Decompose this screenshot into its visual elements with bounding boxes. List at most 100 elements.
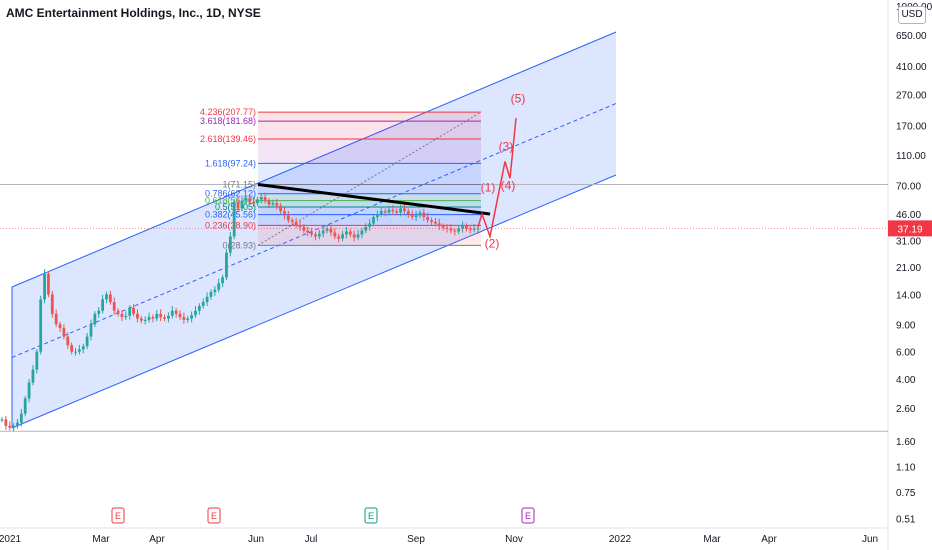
candle-body [12,425,16,428]
y-tick-label: 70.00 [896,182,921,193]
y-tick-label: 9.00 [896,320,916,331]
y-tick-label: 2.60 [896,404,916,415]
candle-body [77,349,81,352]
currency-button[interactable]: USD [898,6,926,24]
candle-body [124,315,128,318]
y-tick-label: 270.00 [896,90,927,101]
x-tick-label: 2022 [609,534,632,545]
earnings-marker: E [207,507,221,524]
y-tick-label: 0.51 [896,514,916,525]
candle-body [472,228,476,230]
candle-body [302,226,306,231]
candle-body [329,228,333,233]
candle-body [391,209,395,212]
candle-body [120,313,124,318]
candle-body [403,208,406,212]
fib-zone [258,121,481,140]
earnings-marker-label: E [525,511,531,521]
channel-lower-line [11,174,617,429]
y-tick-label: 6.00 [896,348,916,359]
candle-body [441,226,445,228]
candle-body [422,212,426,218]
candle-body [186,318,190,320]
candle-body [194,310,197,316]
candle-body [286,215,290,221]
fib-level-label: 0.618(56.02) [205,196,256,206]
candle-body [0,419,4,421]
candle-body [267,200,271,205]
x-tick-label: Mar [703,534,721,545]
candle-body [379,211,383,214]
candle-body [418,212,422,216]
fib-zone [258,139,481,164]
candle-body [217,283,221,290]
candle-body [213,289,217,293]
candle-body [279,205,283,212]
candle-body [271,203,275,205]
candle-body [410,214,414,218]
fib-level-label: 0(28.93) [222,240,256,250]
candle-body [414,215,418,218]
candle-body [468,228,472,230]
x-tick-label: Jun [862,534,878,545]
candle-body [132,307,135,314]
y-tick-label: 1.60 [896,437,916,448]
y-tick-label: 31.00 [896,237,921,248]
candle-body [174,310,178,314]
candle-body [31,369,35,383]
candle-body [294,221,298,226]
candle-body [197,305,201,311]
candle-body [232,201,236,237]
candle-body [70,345,74,352]
candle-body [356,234,360,238]
candle-body [8,425,12,428]
candle-body [58,324,62,329]
candle-body [461,226,464,229]
y-tick-label: 0.75 [896,488,916,499]
fib-zone [258,112,481,122]
fib-level-label: 0.382(45.56) [205,210,256,220]
candle-body [341,234,344,239]
elliott-wave-label: (5) [511,91,526,105]
candle-body [47,273,50,295]
elliott-wave-label: (1) [481,181,496,195]
candle-body [426,217,430,221]
candle-body [430,220,433,222]
trend-line [257,183,491,216]
earnings-marker-box [207,507,221,524]
fib-level-label: 3.618(181.68) [200,116,256,126]
candle-body [364,226,368,231]
candle-body [333,232,337,237]
candle-body [27,382,31,399]
candle-body [4,419,8,426]
x-tick-label: Mar [92,534,110,545]
candle-body [16,422,19,426]
candle-body [205,296,209,303]
candle-body [368,223,372,227]
fib-zone [258,163,481,185]
candle-body [290,220,294,222]
y-tick-label: 1.10 [896,462,916,473]
candle-body [209,292,213,297]
x-tick-label: 2021 [0,534,22,545]
last-price-tag [888,220,932,237]
candle-body [434,221,437,224]
candle-body [167,315,170,319]
candle-body [108,294,112,303]
candle-body [244,198,248,201]
fib-level-label: 4.236(207.77) [200,107,256,117]
candle-body [178,313,182,318]
x-tick-label: Sep [407,534,425,545]
candle-body [337,236,341,239]
candle-body [236,201,240,209]
candle-body [360,230,364,235]
fib-level-label: 0.236(38.90) [205,220,256,230]
candle-body [437,223,441,227]
x-tick-label: Jul [305,534,318,545]
fib-zone [258,200,481,207]
candle-body [128,307,132,316]
candle-body [453,230,457,232]
candle-body [275,203,279,206]
candle-body [449,228,453,231]
